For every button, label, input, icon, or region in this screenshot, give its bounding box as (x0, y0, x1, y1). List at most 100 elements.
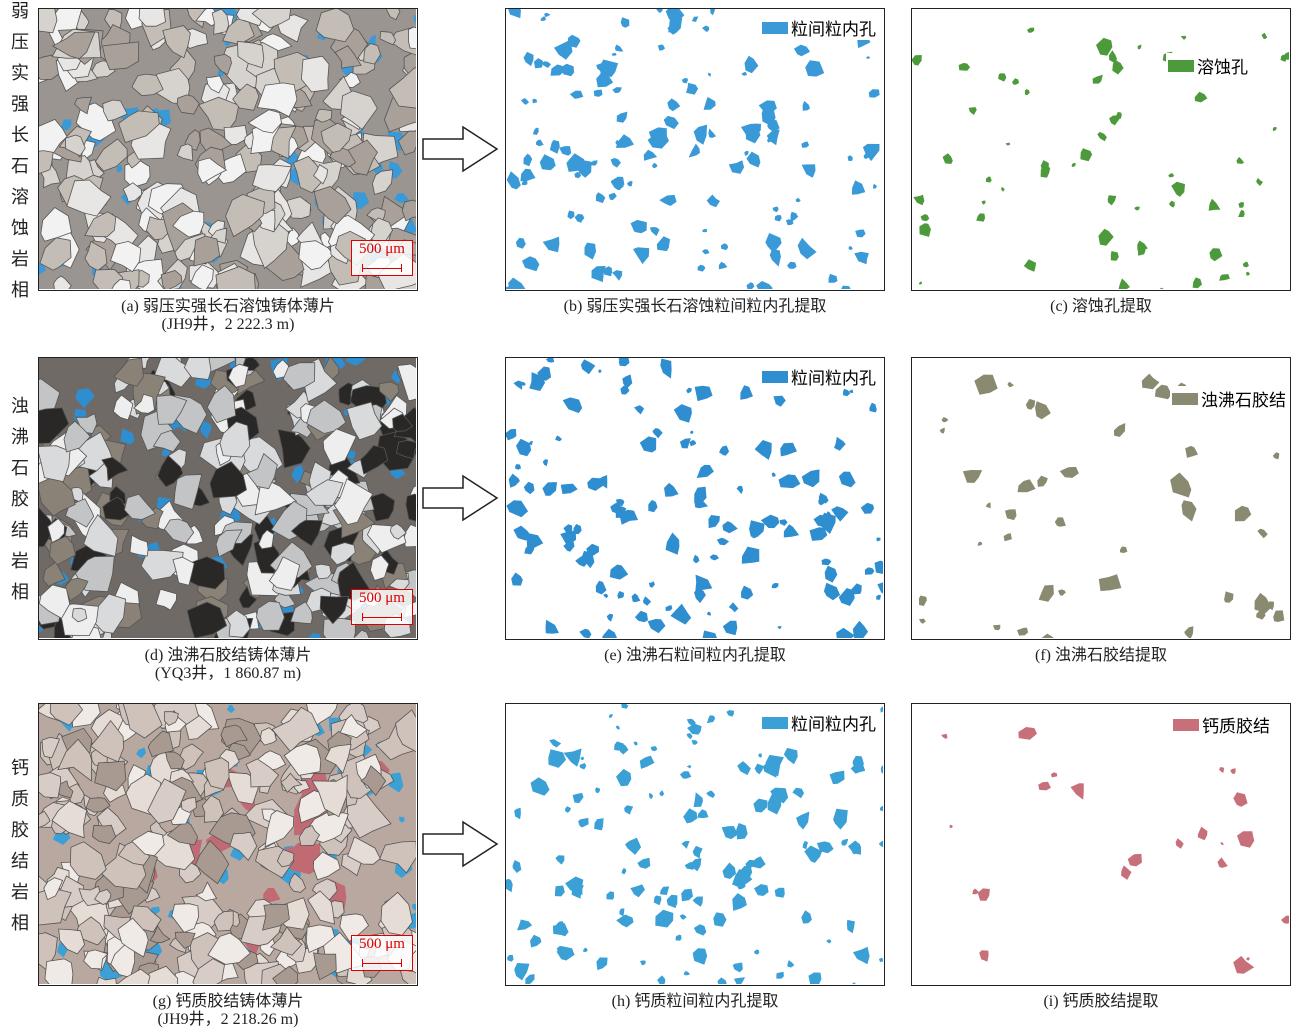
blob (624, 805, 633, 814)
blob (744, 151, 748, 156)
legend: 粒间粒内孔 (760, 15, 878, 40)
blob (686, 83, 698, 95)
blob (770, 249, 781, 266)
blob (563, 748, 581, 766)
blob (729, 160, 744, 174)
blob (697, 809, 708, 818)
blob (612, 53, 617, 56)
blob (791, 212, 799, 222)
blob (993, 625, 1000, 631)
blob (1040, 634, 1059, 638)
blob (603, 594, 608, 598)
blob (853, 621, 868, 638)
blob (734, 977, 745, 984)
blob (1035, 401, 1051, 419)
blob (836, 628, 855, 638)
blob (1273, 452, 1279, 459)
blob (1099, 574, 1122, 591)
blob (848, 155, 853, 161)
blob (802, 164, 816, 177)
blob (670, 604, 691, 625)
blob (737, 761, 751, 775)
blob (543, 237, 560, 253)
blob (853, 947, 870, 964)
blob (855, 230, 865, 238)
blob (978, 888, 990, 901)
caption: (a) 弱压实强长石溶蚀铸体薄片(JH9井，2 222.3 m) (8, 298, 448, 334)
blob (617, 112, 628, 123)
panel: 浊沸石胶结 (911, 357, 1291, 640)
blob (707, 195, 720, 208)
blob (794, 45, 810, 57)
blob (869, 89, 880, 97)
image (912, 704, 1289, 984)
blob (555, 855, 564, 864)
blob (563, 397, 583, 413)
blob (612, 270, 622, 281)
blob (784, 524, 799, 537)
blob (787, 960, 794, 967)
blob (594, 818, 604, 830)
blob (1097, 132, 1107, 141)
blob (533, 128, 539, 135)
blob (722, 521, 737, 533)
caption: (h) 钙质粒间粒内孔提取 (475, 993, 915, 1011)
blob (658, 45, 665, 51)
blob (681, 889, 693, 902)
blob (726, 710, 734, 717)
blob (574, 524, 582, 534)
blob (801, 910, 812, 923)
blob (702, 26, 709, 33)
blob (1119, 278, 1130, 289)
legend-swatch (1173, 719, 1199, 731)
blob (742, 72, 748, 76)
blob (1220, 842, 1224, 845)
blob (693, 948, 708, 965)
scale-line (362, 268, 402, 269)
blob (708, 515, 720, 528)
blob (659, 195, 676, 206)
blob (616, 769, 631, 786)
blob (801, 142, 809, 148)
blob (1039, 585, 1054, 602)
blob (822, 559, 832, 566)
blob (1114, 423, 1125, 437)
blob (692, 740, 698, 745)
blob (982, 201, 986, 205)
blob (531, 777, 550, 796)
blob (683, 808, 697, 823)
blob (1112, 59, 1123, 74)
blob (772, 472, 776, 476)
blob (513, 860, 522, 873)
blob (765, 233, 781, 253)
blob (704, 97, 716, 110)
blob (1004, 533, 1012, 541)
blob (792, 788, 804, 799)
blob (879, 840, 883, 847)
blob (1224, 591, 1233, 602)
blob (754, 884, 769, 896)
blob (1037, 476, 1048, 487)
blob (507, 171, 521, 189)
blob (780, 443, 797, 457)
blob (1233, 792, 1247, 807)
blob (758, 753, 762, 757)
blob (702, 249, 710, 254)
caption-line: (g) 钙质胶结铸体薄片 (8, 993, 448, 1011)
blob (507, 955, 513, 962)
blob (1018, 479, 1036, 492)
panel: 500 μm (38, 357, 418, 640)
image (912, 9, 1289, 289)
blob (1072, 163, 1076, 167)
blob (561, 484, 578, 494)
blob (798, 238, 817, 260)
blob (689, 440, 696, 446)
blob (1001, 187, 1005, 192)
blob (708, 73, 711, 77)
blob (660, 887, 669, 896)
blob (1182, 500, 1197, 521)
blob (717, 977, 727, 984)
blob (1096, 38, 1112, 56)
caption: (f) 浊沸石胶结提取 (881, 647, 1296, 665)
blob (1055, 517, 1066, 526)
